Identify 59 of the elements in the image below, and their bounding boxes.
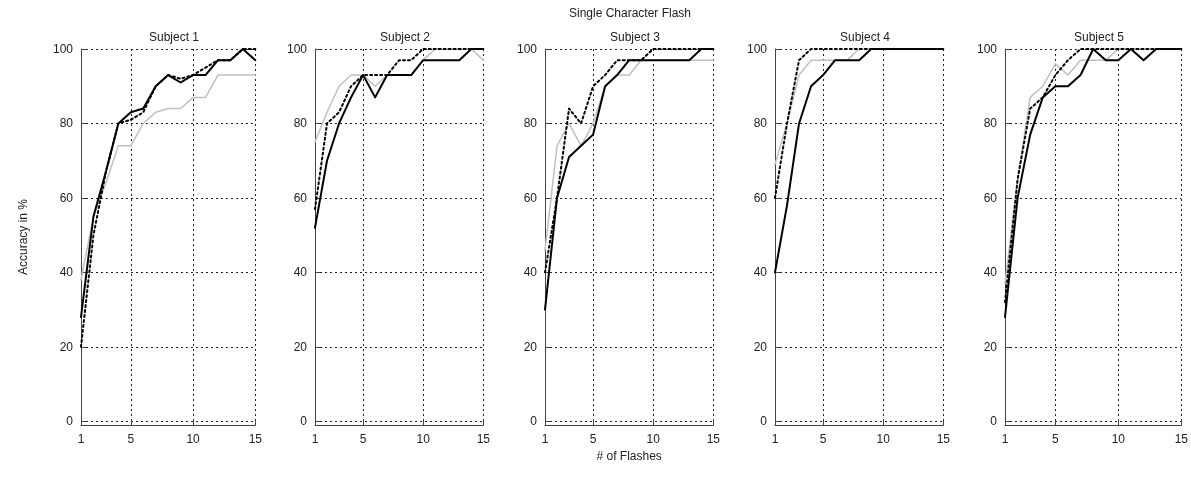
x-tick-label: 10 [186,432,201,446]
y-tick-label: 0 [530,414,538,429]
line-series [80,74,257,281]
y-tick-label: 20 [523,339,538,354]
x-tick-label: 10 [646,432,661,446]
y-tick-label: 60 [753,190,768,205]
y-tick-label: 80 [983,116,998,131]
chart-title: Subject 3 [609,30,661,44]
y-tick-label: 40 [59,265,74,280]
x-tick-label: 15 [706,432,721,446]
y-tick-label: 0 [300,414,308,429]
y-tick-label: 40 [523,265,538,280]
y-tick-label: 80 [293,116,308,131]
y-tick-label: 20 [59,339,74,354]
chart-title: Subject 5 [1073,30,1125,44]
x-tick-label: 5 [1052,432,1060,446]
x-tick-label: 1 [541,432,549,446]
chart-title: Subject 4 [839,30,891,44]
x-tick-label: 15 [476,432,491,446]
y-tick-label: 0 [990,414,998,429]
y-tick-label: 20 [753,339,768,354]
x-tick-label: 1 [1001,432,1009,446]
y-tick-label: 40 [293,265,308,280]
y-tick-label: 20 [293,339,308,354]
x-tick-label: 5 [819,432,827,446]
y-tick-label: 60 [523,190,538,205]
chart-title: Subject 2 [379,30,431,44]
x-tick-label: 10 [416,432,431,446]
text: Single Character Flash [567,6,693,20]
y-tick-label: 20 [983,339,998,354]
y-tick-label: 80 [523,116,538,131]
x-tick-label: 1 [77,432,85,446]
y-tick-label: 0 [760,414,768,429]
y-tick-label: 100 [746,42,768,56]
x-tick-label: 15 [248,432,263,446]
y-tick-label: 100 [516,42,538,56]
y-tick-label: 60 [983,190,998,205]
x-tick-label: 5 [127,432,135,446]
x-tick-label: 5 [359,432,367,446]
x-tick-label: 15 [936,432,951,446]
x-tick-label: 1 [771,432,779,446]
y-tick-label: 60 [59,190,74,205]
y-tick-label: 100 [52,42,74,56]
y-tick-label: 80 [753,116,768,131]
x-tick-label: 10 [876,432,891,446]
y-tick-label: 80 [59,116,74,131]
x-axis-title: # of Flashes [596,448,662,463]
y-tick-label: 40 [753,265,768,280]
x-tick-label: 5 [589,432,597,446]
x-tick-label: 10 [1111,432,1126,446]
x-tick-label: 1 [311,432,319,446]
y-tick-label: 100 [286,42,308,56]
y-axis-title: Accuracy in % [16,198,30,276]
y-tick-label: 100 [976,42,998,56]
y-tick-label: 60 [293,190,308,205]
y-tick-label: 0 [66,414,74,429]
chart-title: Subject 1 [148,30,200,44]
y-tick-label: 40 [983,265,998,280]
x-tick-label: 15 [1174,432,1189,446]
